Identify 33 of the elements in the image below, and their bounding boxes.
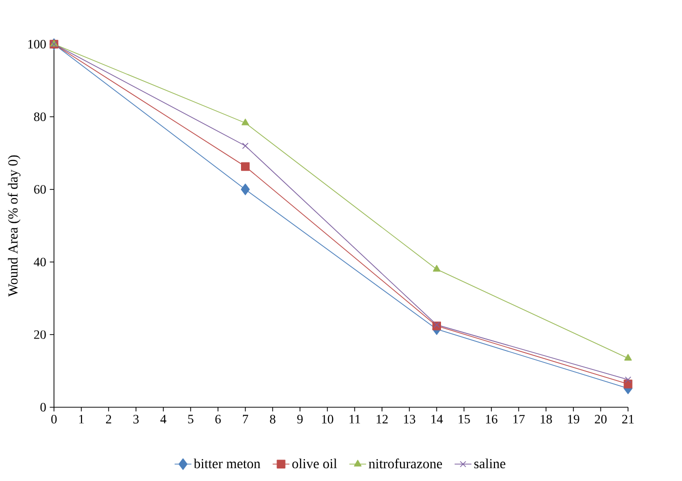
y-tick-label: 20 [34,330,46,339]
x-tick-label: 12 [376,414,388,424]
y-tick-label: 60 [34,185,46,194]
x-tick-label: 1 [79,414,84,424]
x-tick-label: 9 [297,414,303,424]
x-tick-label: 16 [486,414,498,424]
x-tick-label: 20 [594,414,607,424]
y-tick-label: 100 [28,40,46,49]
x-tick-label: 17 [513,414,525,424]
x-tick-label: 13 [404,414,416,424]
y-tick-label: 0 [40,403,46,412]
x-tick-label: 7 [242,414,248,424]
x-tick-label: 11 [350,414,360,424]
legend-label: nitrofurazone [368,458,442,468]
x-tick-label: 6 [215,414,221,424]
legend-label: saline [474,458,506,468]
x-tick-label: 10 [322,414,334,424]
y-tick-label: 40 [34,258,46,266]
x-tick-label: 18 [540,414,552,424]
x-tick-label: 21 [622,414,634,424]
x-tick-label: 19 [568,414,580,424]
x-tick-label: 0 [51,414,57,424]
x-tick-label: 2 [106,414,112,424]
legend-label: bitter meton [194,458,260,468]
x-tick-label: 15 [458,414,470,424]
y-axis-title: Wound Area (% of day 0) [8,155,20,297]
x-tick-label: 8 [270,414,276,424]
x-tick-label: 5 [188,414,194,424]
x-tick-label: 3 [133,414,139,424]
x-tick-label: 14 [431,414,443,424]
x-tick-label: 4 [160,414,166,424]
legend-label: olive oil [292,458,337,468]
y-tick-label: 80 [34,112,46,122]
